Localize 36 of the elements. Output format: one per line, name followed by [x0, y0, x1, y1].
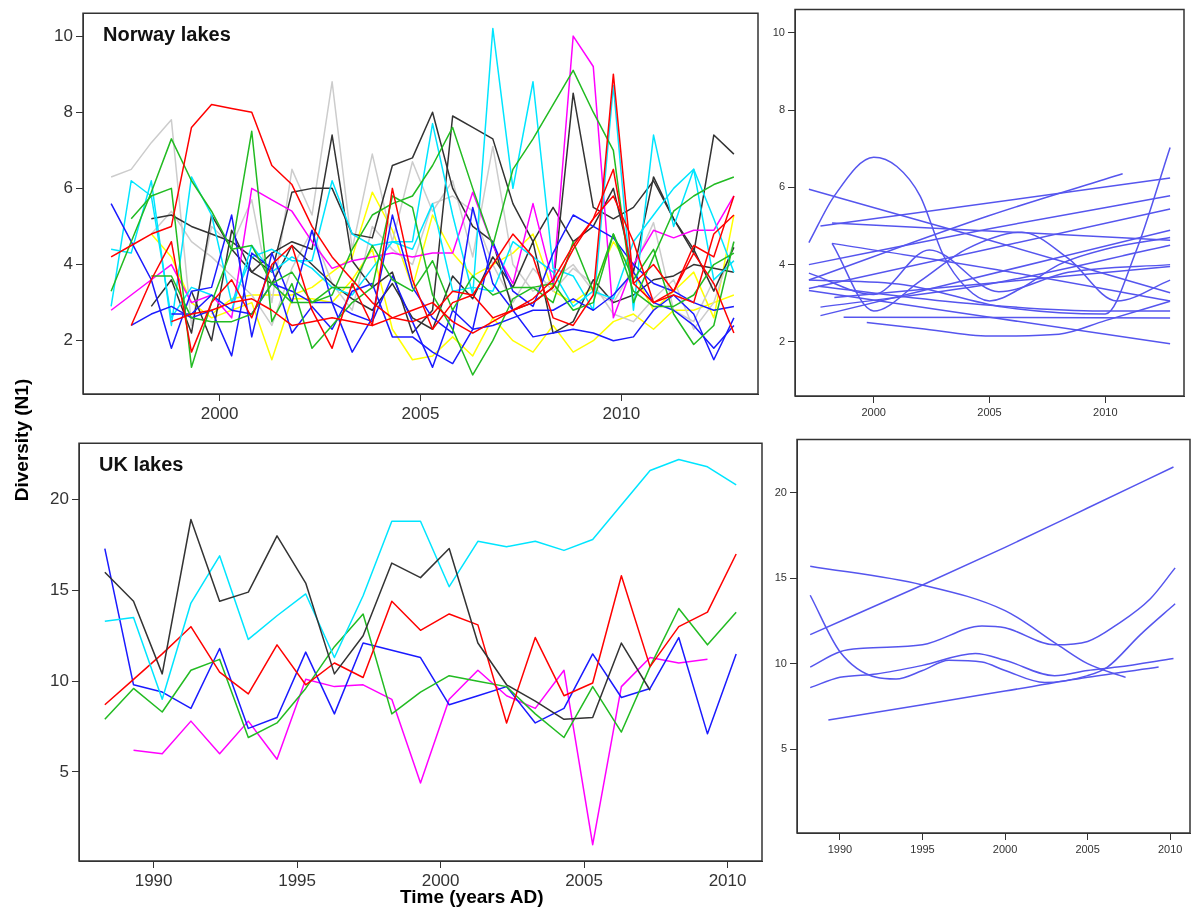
x-tick-label: 2010 — [708, 870, 747, 890]
y-tick-label: 20 — [774, 485, 787, 498]
x-tick-label: 2000 — [861, 405, 886, 418]
x-tick-label: 2005 — [977, 405, 1002, 418]
x-tick-label: 2010 — [1093, 405, 1118, 418]
y-tick-label: 10 — [772, 25, 785, 38]
y-tick-label: 15 — [50, 580, 69, 600]
y-tick-label: 6 — [63, 178, 73, 198]
y-tick-label: 10 — [54, 25, 73, 45]
y-tick-label: 2 — [63, 330, 73, 350]
y-tick-label: 6 — [778, 180, 785, 193]
y-tick-label: 5 — [780, 742, 787, 755]
y-tick-label: 4 — [778, 257, 785, 270]
y-tick-label: 8 — [63, 101, 73, 121]
text: UK lakes — [99, 452, 184, 475]
x-tick-label: 2005 — [1075, 842, 1100, 855]
x-tick-label: 2010 — [1157, 842, 1183, 855]
x-tick-label: 1995 — [910, 842, 935, 855]
x-tick-label: 2000 — [200, 403, 239, 423]
y-axis-title: Diversity (N1) — [11, 378, 33, 502]
y-tick-label: 4 — [63, 254, 73, 274]
x-tick-label: 2005 — [401, 403, 440, 423]
x-tick-label: 1990 — [134, 870, 173, 890]
y-tick-label: 8 — [778, 103, 785, 116]
y-tick-label: 10 — [774, 656, 787, 669]
text: Norway lakes — [103, 22, 231, 45]
y-tick-label: 15 — [774, 571, 787, 584]
y-tick-label: 20 — [50, 489, 69, 509]
y-tick-label: 10 — [50, 670, 69, 690]
x-tick-label: 1995 — [278, 870, 317, 890]
x-tick-label: 2000 — [992, 842, 1018, 855]
x-tick-label: 2010 — [602, 403, 641, 423]
x-tick-label: 2005 — [565, 870, 603, 890]
x-tick-label: 1990 — [827, 842, 853, 855]
y-tick-label: 2 — [778, 334, 785, 347]
y-tick-label: 5 — [59, 761, 69, 781]
